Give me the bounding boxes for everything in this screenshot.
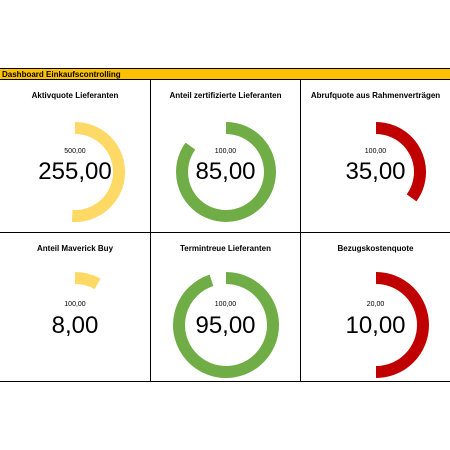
gauge-max-label: 100,00 xyxy=(214,301,237,308)
gauge-ring xyxy=(173,272,279,378)
gauge-ring xyxy=(176,122,276,222)
kpi-tile: Anteil zertifizierte Lieferanten 100,00 … xyxy=(150,80,300,232)
gauge-max-label: 20,00 xyxy=(366,301,385,308)
kpi-tile: Aktivquote Lieferanten 500,00 255,00 xyxy=(0,80,150,232)
gauge-max-label: 500,00 xyxy=(64,148,86,155)
gauge-ring xyxy=(375,272,429,378)
gauge-arc xyxy=(71,122,126,222)
kpi-value: 255,00 xyxy=(38,158,112,185)
kpi-value: 8,00 xyxy=(51,312,99,339)
kpi-title: Anteil zertifizierte Lieferanten xyxy=(169,91,282,100)
dashboard-title: Dashboard Einkaufscontrolling xyxy=(2,70,121,79)
gauge-ring xyxy=(375,122,426,202)
kpi-title: Aktivquote Lieferanten xyxy=(31,91,119,100)
gauge-arc xyxy=(176,122,276,222)
kpi-value: 85,00 xyxy=(195,158,256,185)
gauge-max-label: 100,00 xyxy=(214,148,237,155)
kpi-grid: Aktivquote Lieferanten 500,00 255,00 Ant… xyxy=(0,80,450,382)
dashboard-title-bar: Dashboard Einkaufscontrolling xyxy=(0,68,450,80)
kpi-value: 10,00 xyxy=(345,312,406,339)
kpi-value: 35,00 xyxy=(345,158,406,185)
kpi-title: Abrufquote aus Rahmenverträgen xyxy=(310,91,441,100)
gauge-arc xyxy=(375,122,426,202)
gauge-arc xyxy=(375,272,429,378)
gauge-ring xyxy=(74,272,101,290)
kpi-value: 95,00 xyxy=(195,312,256,339)
kpi-title: Anteil Maverick Buy xyxy=(36,244,114,253)
dashboard: Dashboard Einkaufscontrolling Aktivquote… xyxy=(0,68,450,382)
kpi-title: Termintreue Lieferanten xyxy=(180,244,271,253)
gauge-max-label: 100,00 xyxy=(64,301,86,308)
gauge-max-label: 100,00 xyxy=(364,148,387,155)
kpi-tile: Termintreue Lieferanten 100,00 95,00 xyxy=(150,232,300,381)
gauge-ring xyxy=(71,122,126,222)
kpi-tile: Bezugskostenquote 20,00 10,00 xyxy=(300,232,450,381)
gauge-arc xyxy=(173,272,279,378)
gauge-arc xyxy=(74,272,101,290)
kpi-tile: Anteil Maverick Buy 100,00 8,00 xyxy=(0,232,150,381)
kpi-title: Bezugskostenquote xyxy=(337,244,414,253)
kpi-tile: Abrufquote aus Rahmenverträgen 100,00 35… xyxy=(300,80,450,232)
